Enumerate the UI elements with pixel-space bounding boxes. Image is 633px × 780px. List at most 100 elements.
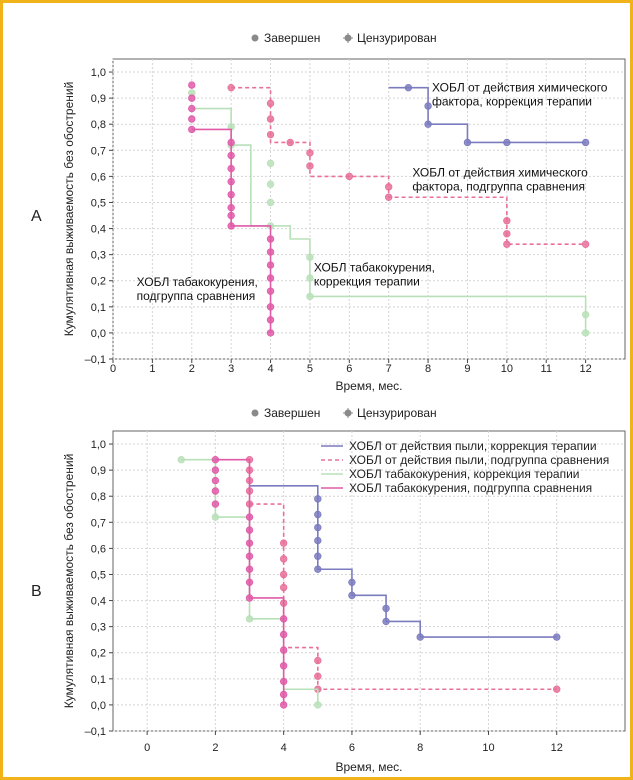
y-tick-label: 0,0 xyxy=(91,700,106,712)
y-tick-label: 0,6 xyxy=(91,543,106,555)
panel-letter: B xyxy=(31,583,42,600)
y-tick-label: 1,0 xyxy=(91,67,106,79)
y-tick-label: –0,1 xyxy=(85,354,106,366)
data-point xyxy=(306,253,314,261)
data-point xyxy=(306,292,314,301)
data-point xyxy=(266,159,275,168)
x-axis-label: Время, мес. xyxy=(335,760,402,774)
data-point xyxy=(314,510,322,519)
data-point xyxy=(503,138,511,147)
data-point xyxy=(279,662,288,670)
data-point xyxy=(424,120,432,128)
data-point xyxy=(503,217,511,225)
data-point xyxy=(503,230,511,238)
data-point xyxy=(382,604,390,613)
legend-marker xyxy=(251,409,259,417)
data-point xyxy=(211,466,220,474)
y-tick-label: 0,4 xyxy=(91,596,106,608)
data-point xyxy=(416,633,424,641)
data-point xyxy=(314,536,322,545)
x-axis-label: Время, мес. xyxy=(335,379,402,393)
legend-label: Завершен xyxy=(264,406,320,420)
series-1 xyxy=(249,484,561,641)
x-tick-label: 0 xyxy=(110,363,116,375)
data-point xyxy=(266,235,275,243)
x-tick-label: 2 xyxy=(212,742,218,754)
y-tick-label: 0,9 xyxy=(91,465,106,477)
y-tick-label: 0,2 xyxy=(91,276,106,288)
y-tick-label: 0,1 xyxy=(91,302,106,314)
series-legend: ХОБЛ от действия пыли, коррекция терапии… xyxy=(321,439,609,495)
data-point xyxy=(227,151,235,160)
data-point xyxy=(227,203,235,212)
curve-annotation: фактора, коррекция терапии xyxy=(432,95,592,109)
data-point xyxy=(188,125,196,134)
series-legend-label: ХОБЛ от действия пыли, подгруппа сравнен… xyxy=(349,453,609,467)
data-point xyxy=(348,591,356,600)
data-point xyxy=(314,495,322,503)
data-point xyxy=(266,180,275,188)
data-point xyxy=(348,578,356,587)
data-point xyxy=(314,523,322,532)
x-tick-label: 4 xyxy=(267,363,273,375)
series-1 xyxy=(388,83,590,147)
data-point xyxy=(245,615,254,623)
marker-legend: Завершен Цензурирован xyxy=(251,406,437,420)
y-axis-label: Кумулятивная выживаемость без обострений xyxy=(62,82,76,337)
data-point xyxy=(188,94,196,102)
data-point xyxy=(266,130,275,139)
data-point xyxy=(503,240,511,248)
data-point xyxy=(245,565,254,573)
y-tick-label: 0,3 xyxy=(91,250,106,262)
legend-label: Цензурирован xyxy=(357,406,437,420)
y-tick-label: 0,5 xyxy=(91,197,106,209)
data-point xyxy=(227,211,235,220)
data-point xyxy=(245,578,254,587)
data-point xyxy=(279,701,288,709)
data-point xyxy=(211,513,220,521)
y-tick-label: 0,7 xyxy=(91,517,106,529)
chart-panel-b: 0 2 4 6 8 10 12 1,0 0,9 0,8 0,7 0,6 0,5 0,4 0,3 0,2 0,1 0… xyxy=(31,406,626,774)
data-point xyxy=(279,583,288,592)
y-tick-label: –0,1 xyxy=(85,726,106,738)
x-tick-label: 5 xyxy=(307,363,313,375)
data-point xyxy=(245,513,254,521)
y-tick-label: 0,0 xyxy=(91,328,106,340)
data-point xyxy=(188,81,196,89)
y-tick-label: 0,4 xyxy=(91,224,106,236)
data-point xyxy=(227,138,235,147)
data-point xyxy=(266,261,275,269)
x-tick-label: 3 xyxy=(228,363,234,375)
x-tick-label: 4 xyxy=(281,742,287,754)
x-tick-label: 2 xyxy=(189,363,195,375)
legend-marker xyxy=(251,34,259,42)
data-point xyxy=(266,99,275,108)
data-point xyxy=(279,646,288,654)
data-point xyxy=(581,310,590,319)
data-point xyxy=(245,594,254,602)
curve-annotation: ХОБЛ табакокурения, xyxy=(137,275,258,289)
x-tick-label: 8 xyxy=(425,363,431,375)
y-axis-label: Кумулятивная выживаемость без обострений xyxy=(62,454,76,709)
y-tick-label: 1,0 xyxy=(91,439,106,451)
data-point xyxy=(314,552,322,560)
charts-canvas: 0 1 2 3 4 5 6 7 8 9 10 11 121,00,90,80,70,60,50,40,3… xyxy=(31,31,626,774)
data-point xyxy=(384,193,393,201)
series-2 xyxy=(227,83,590,248)
data-point xyxy=(404,83,413,92)
data-point xyxy=(266,248,275,256)
legend-label: Завершен xyxy=(264,31,320,45)
x-tick-label: 12 xyxy=(579,363,591,375)
data-point xyxy=(266,287,275,295)
data-point xyxy=(227,222,235,230)
y-tick-label: 0,1 xyxy=(91,674,106,686)
data-point xyxy=(279,555,288,563)
data-point xyxy=(581,138,590,147)
y-tick-label: 0,3 xyxy=(91,622,106,634)
data-point xyxy=(314,656,322,665)
data-point xyxy=(188,104,196,113)
plot-area xyxy=(112,430,626,732)
y-tick-label: 0,8 xyxy=(91,491,106,503)
curve-annotation: ХОБЛ от действия химического xyxy=(412,165,588,179)
